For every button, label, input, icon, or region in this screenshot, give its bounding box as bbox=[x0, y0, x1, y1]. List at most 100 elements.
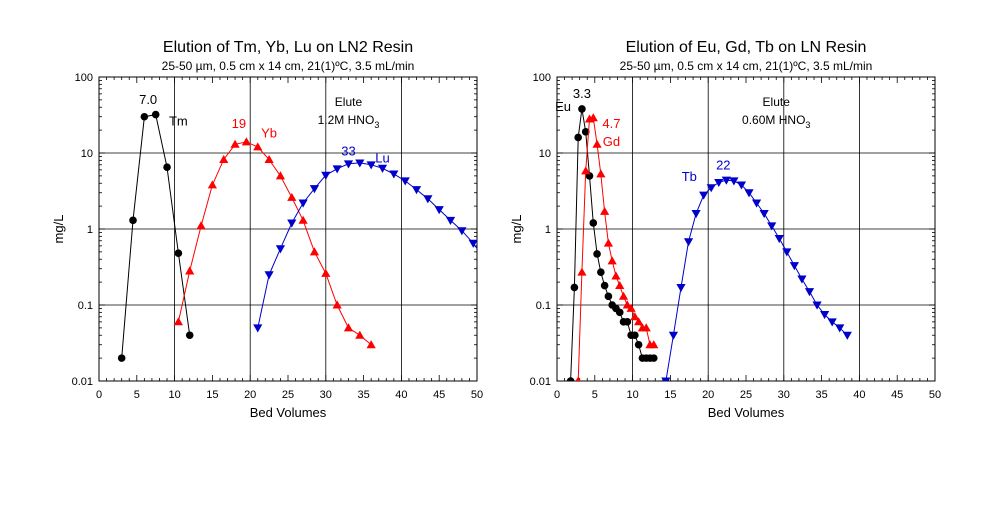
data-point-tm bbox=[129, 216, 137, 225]
data-point-gd bbox=[607, 256, 617, 265]
data-point-yb bbox=[207, 180, 217, 189]
x-tick-label: 45 bbox=[433, 389, 445, 401]
data-point-gd bbox=[592, 139, 602, 148]
chart-panel-eu-gd-tb: 0 5 10 15 20 25 30 35 40 45 50 0.01 0.1 1 10 100 Elution… bbox=[509, 39, 941, 420]
data-point-tb bbox=[789, 262, 799, 271]
y-tick-label: 10 bbox=[81, 148, 93, 160]
data-point-eu bbox=[597, 268, 605, 277]
data-point-lu bbox=[321, 171, 331, 180]
series-line-lu bbox=[257, 162, 477, 329]
y-tick-label: 100 bbox=[533, 72, 551, 84]
data-point-tb bbox=[736, 181, 747, 190]
eluent-formula: 0.60M HNO bbox=[742, 113, 805, 127]
plot-frame bbox=[98, 76, 478, 382]
data-point-tb bbox=[835, 324, 845, 333]
data-point-tb bbox=[782, 248, 792, 257]
x-tick-label: 0 bbox=[554, 389, 560, 401]
data-point-lu bbox=[287, 219, 297, 228]
x-tick-label: 0 bbox=[96, 389, 102, 401]
data-point-lu bbox=[434, 206, 444, 215]
x-axis-label: Bed Volumes bbox=[250, 405, 327, 420]
data-point-tb bbox=[729, 177, 739, 186]
annotation-eu-peak: 3.3 bbox=[573, 86, 591, 101]
data-point-yb bbox=[366, 340, 376, 349]
data-point-eu bbox=[570, 283, 579, 292]
x-tick-label: 30 bbox=[320, 389, 332, 401]
data-point-eu bbox=[574, 133, 582, 142]
data-point-lu bbox=[366, 161, 376, 170]
data-point-lu bbox=[423, 195, 433, 204]
x-tick-label: 25 bbox=[740, 389, 752, 401]
annotation-tm-name: Tm bbox=[169, 113, 188, 128]
data-point-gd bbox=[618, 291, 629, 300]
x-tick-label: 15 bbox=[206, 389, 218, 401]
data-point-lu bbox=[457, 227, 467, 236]
data-point-lu bbox=[355, 159, 365, 168]
data-point-gd bbox=[641, 323, 651, 332]
series-line-gd bbox=[577, 117, 654, 381]
x-tick-label: 10 bbox=[168, 389, 180, 401]
data-point-gd bbox=[611, 271, 621, 280]
x-tick-label: 50 bbox=[471, 389, 483, 401]
data-point-yb bbox=[173, 317, 183, 326]
data-point-tm bbox=[185, 331, 194, 340]
eluent-concentration: 0.60M HNO3 bbox=[742, 113, 810, 130]
data-point-gd bbox=[577, 267, 587, 276]
annotation-eu-name: Eu bbox=[555, 99, 571, 114]
series-line-yb bbox=[177, 141, 372, 346]
data-point-tb bbox=[842, 331, 852, 340]
x-tick-label: 35 bbox=[357, 389, 369, 401]
data-point-eu bbox=[649, 354, 658, 362]
data-point-eu bbox=[566, 377, 575, 381]
x-tick-label: 35 bbox=[815, 389, 827, 401]
data-point-lu bbox=[377, 164, 388, 173]
chart-title: Elution of Tm, Yb, Lu on LN2 Resin bbox=[163, 39, 413, 56]
eluent-subscript: 3 bbox=[805, 120, 810, 130]
chart-subtitle: 25-50 µm, 0.5 cm x 14 cm, 21(1)ºC, 3.5 m… bbox=[620, 59, 873, 73]
x-tick-label: 5 bbox=[134, 389, 140, 401]
annotation-tm-peak: 7.0 bbox=[139, 92, 157, 107]
data-point-tm bbox=[151, 110, 160, 119]
y-tick-label: 1 bbox=[87, 224, 93, 236]
data-point-gd bbox=[581, 166, 591, 175]
annotation-gd-peak: 4.7 bbox=[602, 116, 620, 131]
data-point-tb bbox=[751, 199, 762, 208]
chart-panel-tm-yb-lu: 0 5 10 15 20 25 30 35 40 45 50 0.01 0.1 1 10 100 Elution… bbox=[51, 39, 483, 420]
data-point-yb bbox=[321, 268, 331, 277]
y-tick-label: 0.01 bbox=[530, 376, 551, 388]
data-point-lu bbox=[253, 324, 263, 333]
data-point-eu bbox=[615, 308, 624, 317]
x-tick-label: 30 bbox=[778, 389, 790, 401]
annotation-yb-name: Yb bbox=[261, 126, 277, 141]
data-point-eu bbox=[593, 250, 601, 258]
grid-lines bbox=[557, 77, 935, 381]
y-axis-label: mg/L bbox=[51, 215, 66, 244]
data-point-yb bbox=[185, 266, 195, 275]
x-tick-label: 50 bbox=[929, 389, 941, 401]
series-gd bbox=[575, 113, 659, 381]
eluent-subscript: 3 bbox=[374, 120, 379, 130]
eluent-concentration: 1.2M HNO3 bbox=[318, 113, 380, 130]
data-point-tb bbox=[744, 189, 754, 198]
data-point-tb bbox=[714, 178, 724, 188]
data-point-yb bbox=[253, 142, 263, 151]
data-point-gd bbox=[649, 340, 659, 349]
series-tm bbox=[117, 110, 194, 362]
axis-ticks bbox=[556, 77, 936, 382]
data-point-tb bbox=[804, 288, 815, 297]
y-tick-label: 0.1 bbox=[78, 300, 93, 312]
data-point-gd bbox=[588, 113, 598, 122]
annotation-tb-peak: 22 bbox=[716, 158, 730, 173]
data-point-yb bbox=[241, 137, 252, 146]
data-point-tb bbox=[691, 210, 701, 219]
data-point-eu bbox=[578, 105, 586, 113]
data-point-yb bbox=[196, 221, 206, 230]
annotation-lu-name: Lu bbox=[375, 150, 389, 165]
data-point-lu bbox=[343, 160, 354, 169]
data-point-yb bbox=[287, 192, 297, 201]
data-point-gd bbox=[634, 317, 644, 326]
data-point-yb bbox=[343, 323, 354, 332]
x-tick-label: 15 bbox=[664, 389, 676, 401]
x-tick-label: 40 bbox=[853, 389, 865, 401]
data-point-eu bbox=[631, 331, 639, 340]
